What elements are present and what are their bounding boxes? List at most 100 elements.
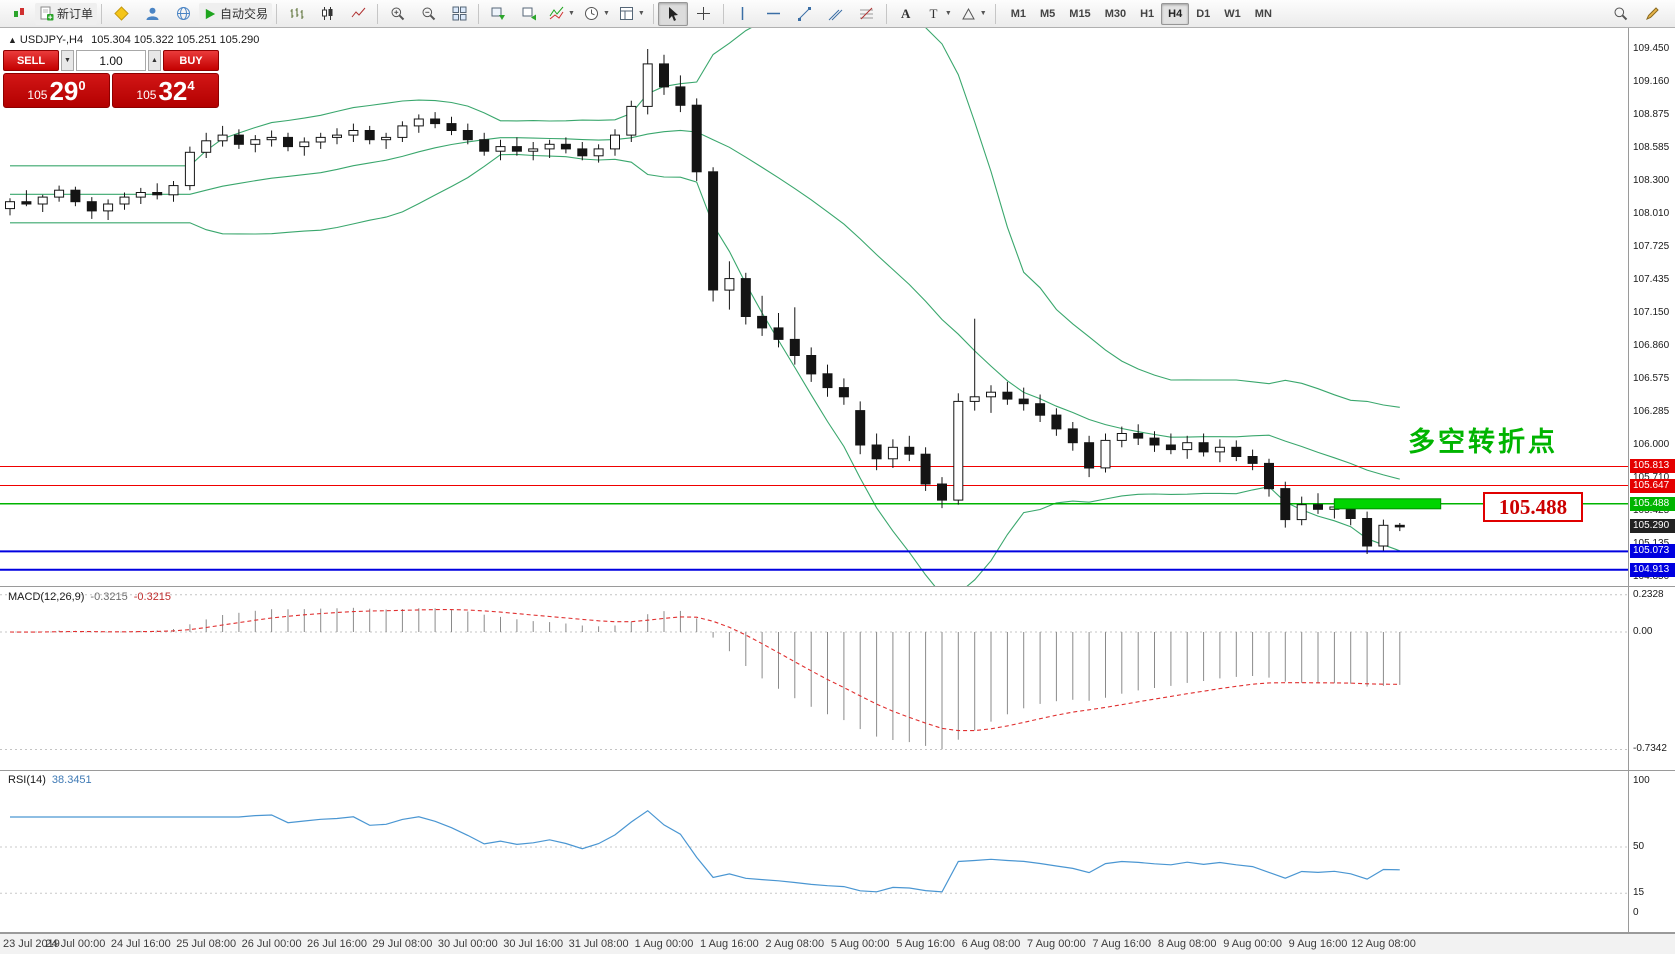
timeframe-m5[interactable]: M5	[1040, 7, 1056, 20]
macd-indicator-chart[interactable]	[0, 587, 1628, 770]
channel-tool-button[interactable]	[821, 2, 851, 26]
mql5-community-button[interactable]	[168, 2, 198, 26]
chevron-down-icon: ▼	[568, 10, 575, 17]
time-axis-label: 26 Jul 16:00	[307, 938, 367, 950]
text-tool-button[interactable]: A	[891, 2, 921, 26]
auto-scroll-icon	[491, 7, 505, 20]
price-scale-label: 108.585	[1633, 142, 1670, 154]
zoom-in-icon	[391, 7, 404, 21]
time-axis-label: 7 Aug 00:00	[1027, 938, 1086, 950]
toolbar-separator	[377, 3, 379, 24]
turning-point-annotation: 多空转折点	[1408, 427, 1558, 457]
periods-button[interactable]: ▼	[580, 2, 614, 26]
buy-button[interactable]: BUY	[163, 50, 219, 71]
toolbar-separator	[994, 3, 996, 24]
price-scale-label: 108.010	[1633, 208, 1670, 220]
symbol-label: USDJPY-,H4	[19, 34, 84, 46]
macd-label: MACD(12,26,9) -0.3215 -0.3215	[8, 591, 171, 603]
bar-chart-mode-button[interactable]	[281, 2, 311, 26]
panel-separator[interactable]	[0, 586, 1675, 587]
auto-trading-button[interactable]: 自动交易	[199, 2, 273, 25]
rsi-scale-label: 0	[1633, 907, 1639, 918]
price-scale[interactable]: 109.450 109.160 108.875 108.585 108.300 108.0…	[1628, 28, 1675, 933]
edit-button[interactable]	[1637, 2, 1667, 26]
chart-shift-icon	[522, 7, 536, 21]
text-label-tool-button[interactable]: T ▼	[922, 2, 956, 26]
chevron-down-icon: ▼	[944, 10, 952, 17]
rsi-indicator-chart[interactable]	[0, 771, 1628, 932]
price-tag: 105.073	[1630, 544, 1675, 559]
symbol-marker-icon: ▲	[8, 35, 17, 45]
trendline-tool-button[interactable]	[790, 2, 820, 26]
price-scale-label: 108.875	[1633, 108, 1670, 120]
search-icon	[1614, 7, 1627, 21]
vertical-line-icon	[742, 7, 744, 20]
search-button[interactable]	[1605, 2, 1635, 26]
sell-price-display[interactable]: 105 29 0	[3, 73, 110, 108]
zoom-out-button[interactable]	[413, 2, 443, 26]
timeframe-h1[interactable]: H1	[1140, 7, 1155, 20]
chart-shift-button[interactable]	[514, 2, 544, 26]
time-axis-label: 8 Aug 08:00	[1157, 938, 1217, 950]
label-icon: T	[929, 6, 937, 21]
price-scale-label: 109.160	[1633, 76, 1670, 88]
line-chart-mode-button[interactable]	[343, 2, 373, 26]
timeframe-toolbar: M1 M5 M15 M30 H1 H4 D1 W1 MN	[1004, 2, 1279, 25]
buy-price-display[interactable]: 105 32 4	[112, 73, 219, 108]
macd-scale-label: 0.00	[1633, 626, 1653, 637]
cursor-tool-button[interactable]	[657, 1, 688, 26]
cursor-icon	[669, 7, 679, 21]
mini-candle-icon	[13, 8, 24, 17]
toolbar-separator	[722, 3, 724, 24]
chevron-down-icon: ▼	[979, 10, 987, 17]
horizontal-line-tool-button[interactable]	[759, 2, 789, 26]
timeframe-m1[interactable]: M1	[1010, 7, 1026, 20]
crosshair-tool-button[interactable]	[689, 2, 719, 26]
sell-price-pips: 29	[49, 75, 79, 106]
auto-trading-label: 自动交易	[220, 7, 269, 21]
clock-icon	[584, 7, 598, 20]
metaeditor-button[interactable]	[106, 2, 136, 26]
sell-button[interactable]: SELL	[3, 50, 59, 71]
zoom-in-button[interactable]	[382, 2, 412, 26]
vertical-line-tool-button[interactable]	[728, 2, 758, 26]
line-chart-icon	[351, 7, 365, 18]
time-axis-label: 12 Aug 08:00	[1350, 938, 1416, 950]
timeframe-w1[interactable]: W1	[1224, 7, 1241, 20]
time-axis-label: 9 Aug 00:00	[1223, 938, 1282, 950]
chart-ohlc-header: ▲ USDJPY-,H4 105.304 105.322 105.251 105.2…	[8, 34, 259, 46]
fibonacci-icon	[860, 7, 874, 20]
tile-windows-button[interactable]	[444, 2, 474, 26]
timeframe-mn[interactable]: MN	[1254, 7, 1272, 20]
volume-decrease-button[interactable]: ▼	[61, 50, 74, 71]
rsi-scale-label: 15	[1633, 887, 1645, 899]
time-axis[interactable]: 23 Jul 2019 24 Jul 00:00 24 Jul 16:00 25 Ju…	[0, 933, 1675, 954]
timeframe-m30[interactable]: M30	[1104, 7, 1127, 20]
community-profile-button[interactable]	[137, 2, 167, 26]
timeframe-h4[interactable]: H4	[1161, 2, 1190, 25]
buy-price-prefix: 105	[136, 88, 157, 102]
timeframe-m15[interactable]: M15	[1069, 7, 1091, 20]
auto-scroll-button[interactable]	[483, 2, 513, 26]
timeframe-d1[interactable]: D1	[1196, 7, 1211, 20]
chart-window-icon[interactable]	[4, 2, 34, 26]
price-scale-label: 107.435	[1633, 274, 1670, 286]
volume-input[interactable]	[76, 50, 146, 71]
indicators-button[interactable]: ▼	[545, 2, 579, 26]
macd-scale-label: 0.2328	[1633, 588, 1664, 600]
candlestick-chart[interactable]	[0, 28, 1628, 586]
one-click-trading-panel: SELL ▼ ▲ BUY 105 29 0 105 32 4	[3, 50, 219, 108]
rsi-scale-label: 100	[1633, 775, 1650, 786]
candlestick-mode-button[interactable]	[312, 2, 342, 26]
templates-button[interactable]: ▼	[615, 2, 649, 26]
fibonacci-tool-button[interactable]	[852, 2, 882, 26]
shapes-tool-button[interactable]: ▼	[957, 2, 991, 26]
panel-separator[interactable]	[0, 770, 1675, 771]
time-axis-label: 7 Aug 16:00	[1092, 938, 1152, 950]
volume-increase-button[interactable]: ▲	[148, 50, 161, 71]
price-callout-box: 105.488	[1483, 492, 1583, 522]
rsi-name: RSI(14)	[8, 774, 46, 786]
new-order-button[interactable]: 新订单	[35, 2, 98, 25]
time-axis-label: 24 Jul 16:00	[110, 938, 171, 950]
